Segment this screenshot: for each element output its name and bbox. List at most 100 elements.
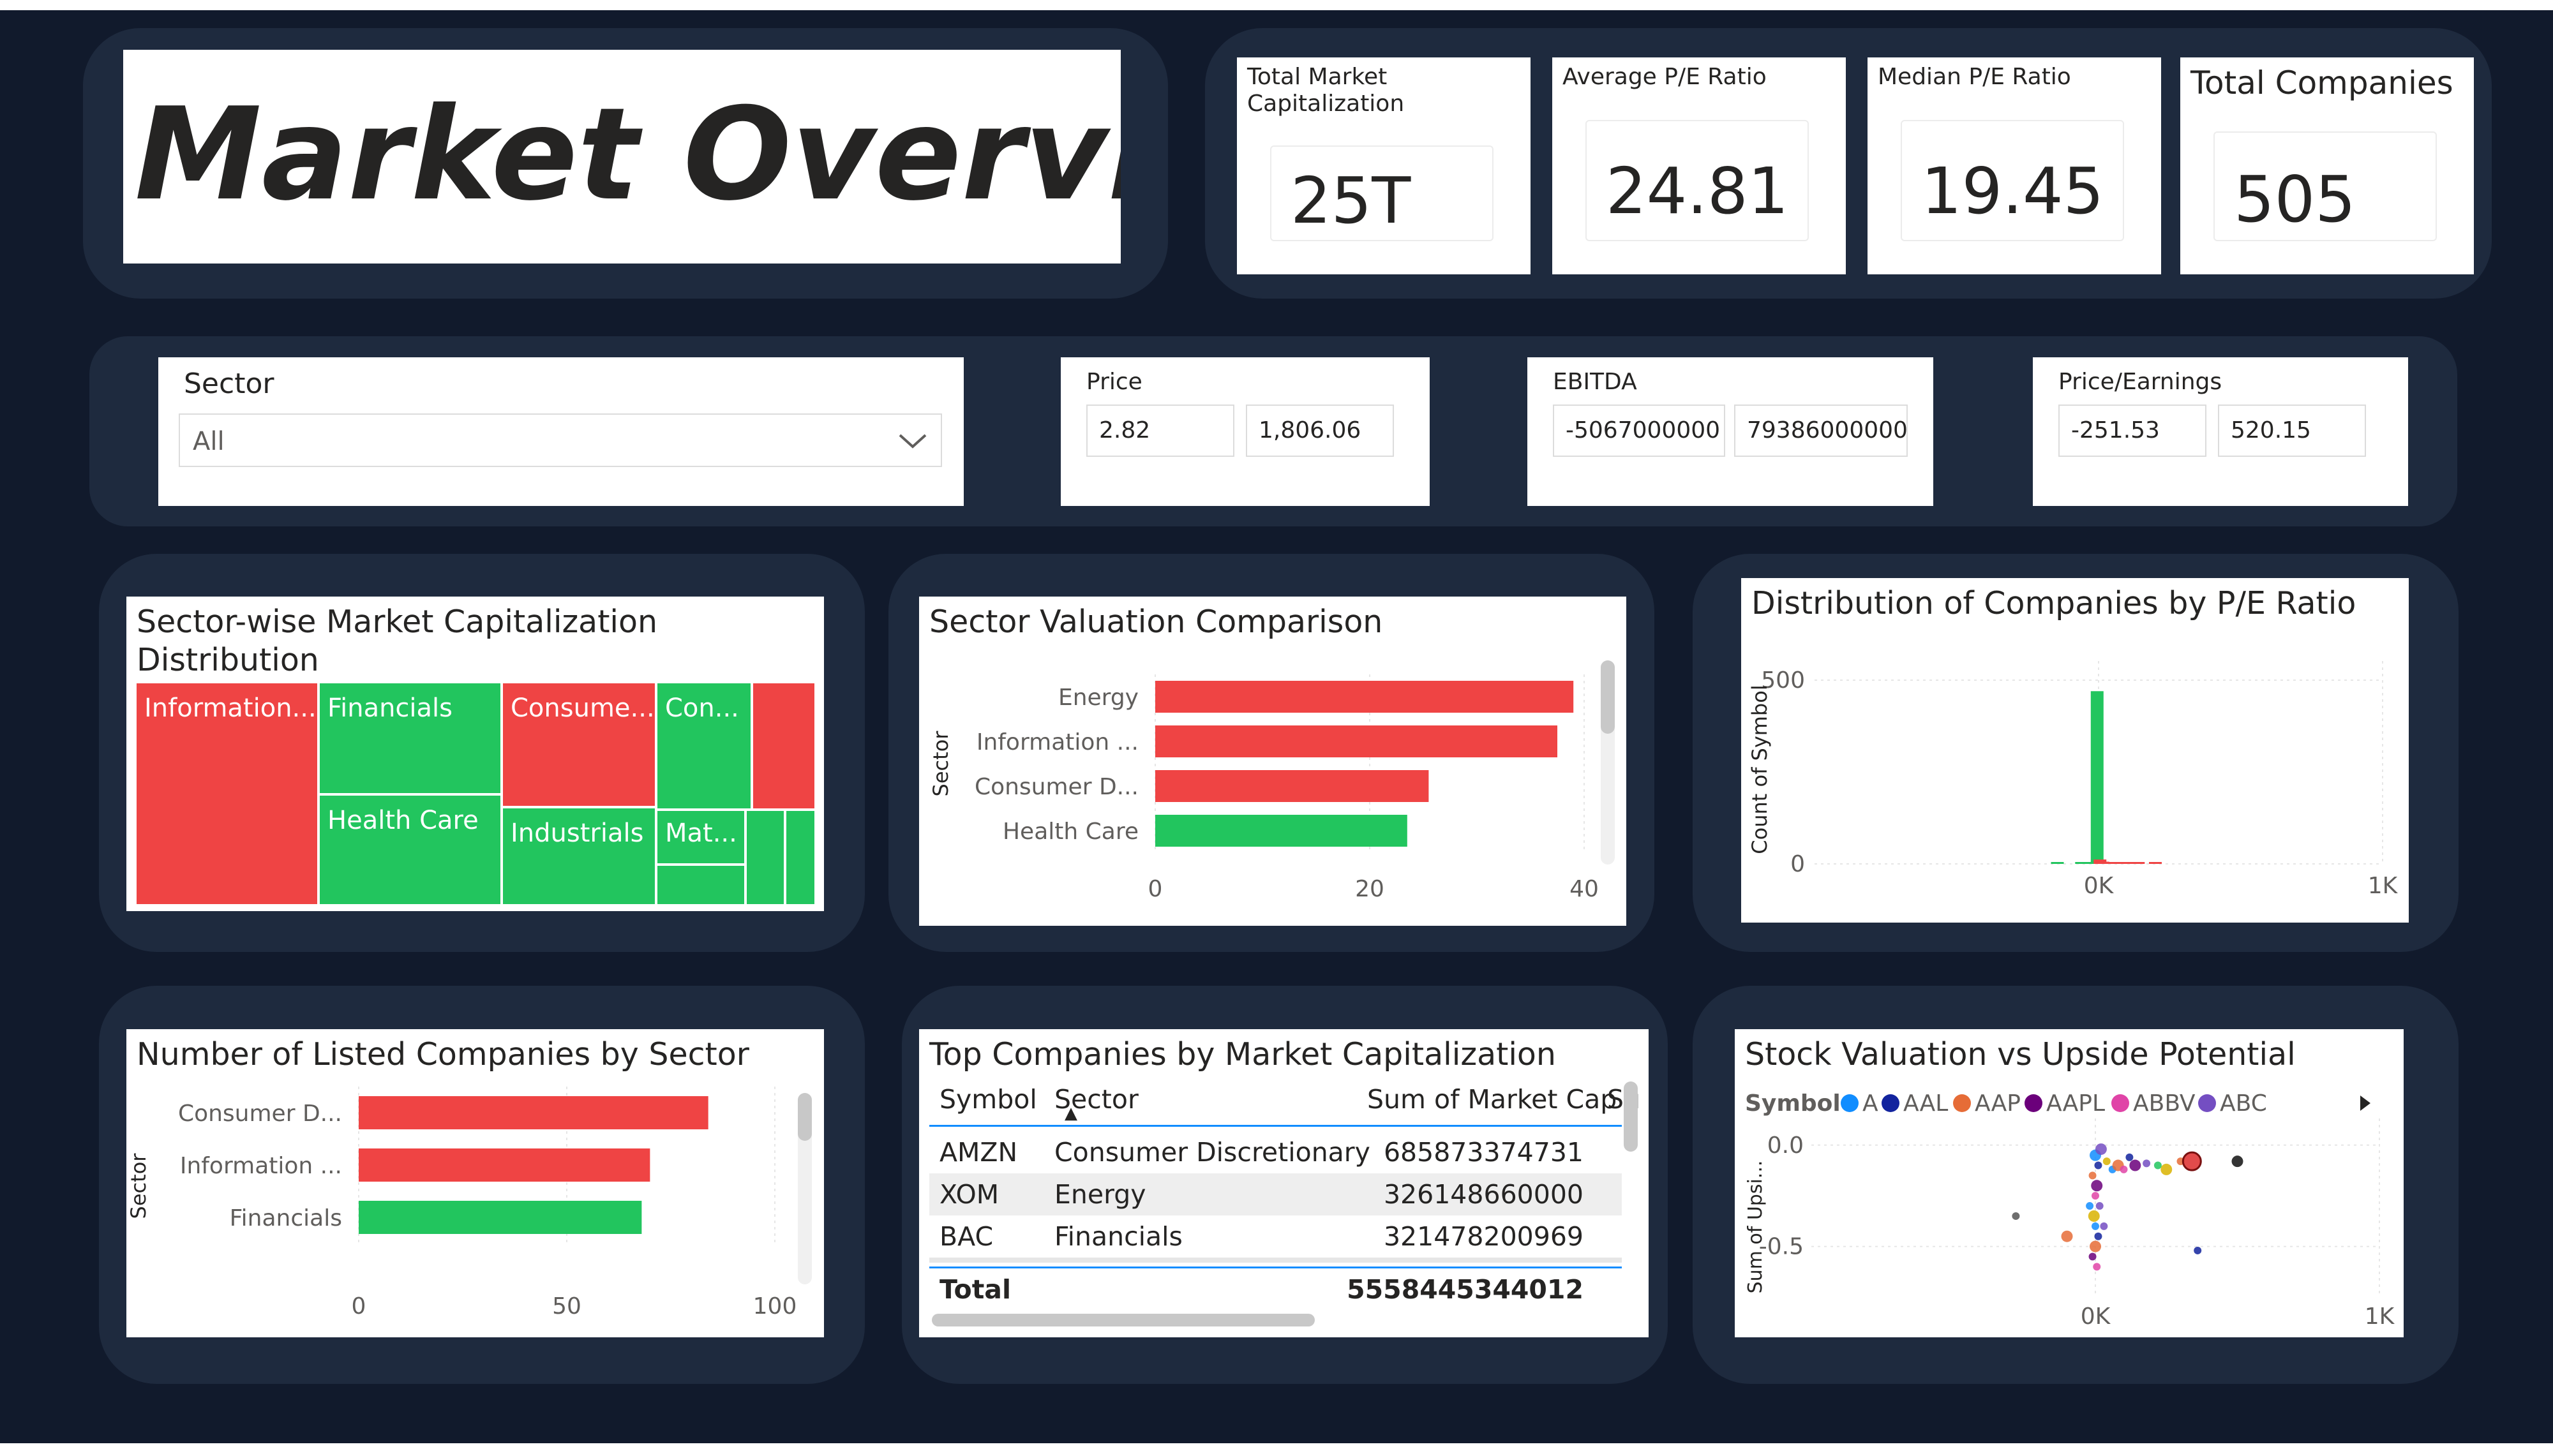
top-edge — [0, 0, 2553, 10]
treemap-tile[interactable] — [752, 682, 816, 810]
scatter-title: Stock Valuation vs Upside Potential — [1745, 1036, 2296, 1073]
scatter-point — [2231, 1155, 2243, 1168]
price-max-input[interactable]: 1,806.06 — [1246, 405, 1394, 457]
scrollbar-thumb[interactable] — [1601, 660, 1615, 734]
pe-slicer: Price/Earnings -251.53 520.15 — [2033, 357, 2408, 506]
ebitda-min-input[interactable]: -5067000000 — [1553, 405, 1725, 457]
legend-label: AAL — [1903, 1090, 1948, 1117]
histogram-bar — [2096, 861, 2109, 864]
bar — [359, 1096, 708, 1129]
valuation-chart-card: Sector Valuation Comparison 0 20 40 Energy I… — [919, 597, 1626, 926]
treemap-tile[interactable]: Information... — [135, 682, 318, 905]
bar — [1155, 681, 1574, 713]
price-slicer-label: Price — [1086, 369, 1142, 395]
y-axis-title: Sector — [929, 731, 953, 797]
column-header-symbol[interactable]: Symbol — [940, 1084, 1037, 1115]
histogram-bar — [2051, 862, 2064, 864]
pe-slicer-label: Price/Earnings — [2058, 369, 2222, 395]
ebitda-slicer-label: EBITDA — [1553, 369, 1637, 395]
bar — [359, 1148, 650, 1182]
treemap-tile[interactable]: Financials — [318, 682, 502, 794]
table-total-row: Total 5558445344012 — [929, 1267, 1622, 1311]
treemap-card: Sector-wise Market Capitalization Distri… — [126, 597, 824, 911]
cell-sector: Consumer Discretionary — [1054, 1137, 1370, 1168]
kpi-value: 505 — [2213, 131, 2437, 241]
y-axis-title: Sector — [126, 1153, 151, 1219]
vertical-scrollbar[interactable] — [798, 1093, 812, 1284]
scatter-point — [2091, 1180, 2103, 1192]
x-tick-label: 20 — [1355, 876, 1384, 902]
treemap-tile[interactable]: Industrials — [502, 807, 656, 905]
scatter-point — [2094, 1161, 2102, 1170]
cell-symbol: BAC — [940, 1221, 994, 1252]
cell-market-cap: 321478200969 — [1383, 1221, 1583, 1252]
histogram-bar — [2132, 862, 2145, 864]
pe-max-input[interactable]: 520.15 — [2218, 405, 2366, 457]
table-row[interactable]: AMZN Consumer Discretionary 685873374731 — [929, 1131, 1622, 1173]
scatter-point — [2094, 1232, 2102, 1240]
legend-marker — [2111, 1094, 2129, 1112]
treemap-tile[interactable] — [656, 865, 745, 905]
horizontal-scrollbar[interactable] — [932, 1314, 1315, 1326]
kpi-average-pe: Average P/E Ratio 24.81 — [1552, 57, 1846, 274]
legend-label: AAPL — [2046, 1090, 2105, 1117]
legend-label: AAP — [1975, 1090, 2021, 1117]
histogram-bar — [2149, 862, 2162, 864]
scrollbar-thumb[interactable] — [798, 1093, 812, 1141]
column-header-sector[interactable]: Sector — [1054, 1084, 1139, 1115]
cell-sector: Financials — [1054, 1221, 1183, 1252]
vertical-scrollbar[interactable] — [1624, 1081, 1638, 1152]
category-label: Financials — [230, 1205, 342, 1231]
y-axis-title: Count of Symbol — [1748, 685, 1772, 854]
x-tick-label: 50 — [552, 1293, 581, 1319]
scatter-point — [2088, 1252, 2097, 1261]
pe-distribution-card: Distribution of Companies by P/E Ratio 0… — [1741, 578, 2409, 923]
sector-dropdown[interactable]: All — [179, 413, 942, 467]
legend-title: Symbol — [1745, 1090, 1841, 1117]
scatter-point — [2194, 1246, 2202, 1254]
price-min-input[interactable]: 2.82 — [1086, 405, 1234, 457]
legend-marker — [2198, 1094, 2216, 1112]
kpi-value: 25T — [1270, 145, 1494, 241]
legend-label: A — [1862, 1090, 1878, 1117]
kpi-label: Median P/E Ratio — [1878, 64, 2071, 90]
column-header-market-cap[interactable]: Sum of Market Cap — [1367, 1084, 1617, 1115]
sort-ascending-icon: ▲ — [1065, 1104, 1077, 1123]
vertical-scrollbar[interactable] — [1601, 660, 1615, 865]
legend-marker — [1953, 1094, 1971, 1112]
bar — [359, 1201, 642, 1234]
treemap-tile[interactable] — [785, 810, 816, 905]
treemap-tile[interactable]: Health Care — [318, 794, 502, 905]
treemap-tile[interactable]: Con... — [656, 682, 752, 810]
scatter-point — [2100, 1222, 2108, 1230]
bar — [1155, 815, 1407, 847]
pe-min-input[interactable]: -251.53 — [2058, 405, 2206, 457]
scatter-point — [2125, 1153, 2134, 1161]
cell-symbol: XOM — [940, 1179, 999, 1210]
x-tick-label: 0 — [1148, 876, 1163, 902]
y-tick-label: 0 — [1790, 851, 1805, 877]
histogram-bar — [2093, 859, 2107, 864]
scatter-point — [2092, 1192, 2099, 1200]
category-label: Consumer D... — [975, 774, 1139, 800]
scatter-point — [2182, 1151, 2202, 1171]
scatter-point — [2129, 1159, 2141, 1171]
top-companies-card: Top Companies by Market Capitalization S… — [919, 1029, 1649, 1337]
scatter-point — [2153, 1161, 2162, 1170]
treemap-tile[interactable]: Mat... — [656, 810, 745, 865]
bar — [1155, 770, 1429, 802]
total-value: 5558445344012 — [1347, 1274, 1583, 1305]
table-row[interactable]: BAC Financials 321478200969 — [929, 1215, 1622, 1263]
treemap-tile[interactable] — [745, 810, 785, 905]
table-header: Symbol Sector ▲ Sum of Market Cap Su — [929, 1074, 1640, 1127]
category-label: Energy — [1058, 685, 1139, 711]
treemap-tile[interactable]: Consume... — [502, 682, 656, 807]
x-tick-label: 1K — [2368, 873, 2399, 899]
scatter-point — [2061, 1230, 2073, 1242]
ebitda-max-input[interactable]: 79386000000 — [1734, 405, 1908, 457]
valuation-chart-title: Sector Valuation Comparison — [929, 604, 1383, 640]
cell-symbol: AMZN — [940, 1137, 1018, 1168]
chevron-down-icon — [897, 427, 928, 456]
table-row[interactable]: XOM Energy 326148660000 — [929, 1173, 1622, 1215]
price-slicer: Price 2.82 1,806.06 — [1061, 357, 1430, 506]
